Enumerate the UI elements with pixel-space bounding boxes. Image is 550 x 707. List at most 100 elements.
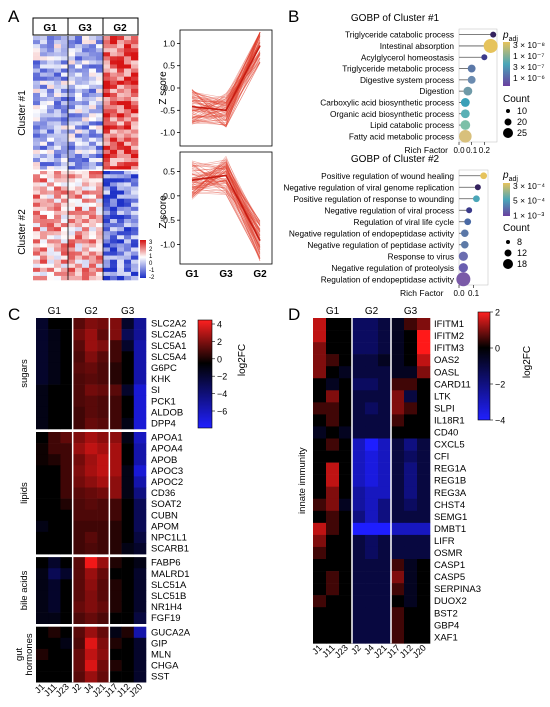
profile-line	[191, 161, 261, 248]
gene-label: LIFR	[434, 536, 455, 547]
heatmap-a-cell	[54, 125, 62, 130]
heatmap-a-cell	[103, 48, 111, 53]
heatmap-a-cell	[54, 275, 62, 281]
heatmap-d-cell	[352, 450, 366, 463]
heatmap-c-cell	[133, 660, 147, 672]
heatmap-a-cell	[61, 117, 69, 122]
heatmap-a-cell	[61, 109, 69, 114]
heatmap-c-cell	[97, 465, 110, 477]
heatmap-a-cell	[75, 72, 83, 77]
heatmap-a-cell	[61, 198, 69, 204]
heatmap-a-cell	[103, 227, 111, 232]
heatmap-d-cell	[391, 402, 405, 415]
heatmap-a-cell	[40, 68, 48, 73]
heatmap-d-cell	[404, 462, 418, 475]
heatmap-a-cell	[33, 97, 41, 102]
heatmap-a-cell	[96, 198, 104, 204]
heatmap-a-cell	[61, 149, 69, 155]
heatmap-a-cell	[131, 194, 139, 199]
heatmap-c-cell	[109, 395, 122, 408]
profile-line	[191, 166, 261, 249]
heatmap-c-cell	[48, 454, 61, 466]
heatmap-d-cell	[326, 474, 340, 487]
heatmap-c-cell	[72, 318, 86, 330]
heatmap-a-cell	[33, 210, 41, 216]
heatmap-a-cell	[103, 76, 111, 82]
heatmap-c-cell	[60, 612, 73, 624]
profile-line	[191, 187, 261, 259]
heatmap-c-cell	[109, 671, 122, 683]
heatmap-a-cell	[103, 97, 111, 102]
heatmap-a-cell	[82, 141, 90, 147]
heatmap-a-cell	[75, 223, 83, 228]
heatmap-a-cell	[110, 97, 118, 102]
heatmap-d-cell	[365, 619, 379, 632]
profile-line	[191, 161, 261, 233]
heatmap-a-cell	[54, 170, 62, 175]
heatmap-a-cell	[33, 56, 41, 61]
heatmap-a-cell	[110, 52, 118, 57]
heatmap-a-cell	[47, 76, 55, 82]
heatmap-a-cell	[75, 194, 83, 199]
heatmap-a-cell	[54, 68, 62, 73]
heatmap-c-cell	[60, 671, 73, 683]
term-label: Negative regulation of viral process	[324, 205, 454, 215]
heatmap-d-cell	[339, 390, 353, 403]
heatmap-a-cell	[33, 227, 41, 232]
heatmap-a-cell	[103, 223, 111, 228]
heatmap-a-cell	[117, 166, 125, 171]
heatmap-a-cell	[61, 97, 69, 102]
heatmap-a-cell	[117, 162, 125, 167]
heatmap-d-cell	[326, 378, 340, 391]
panel-d: IFITM1IFITM2IFITM3OAS2OASLCARD11LTKSLPII…	[297, 306, 505, 660]
profile-line	[191, 33, 261, 102]
profile-line	[191, 32, 261, 104]
heatmap-a-cell	[117, 56, 125, 61]
heatmap-a-cell	[96, 52, 104, 57]
term-dot	[483, 38, 498, 53]
heatmap-c-cell	[36, 660, 49, 672]
x-axis-label: Rich Factor	[400, 288, 444, 298]
heatmap-a-cell	[54, 271, 62, 277]
heatmap-a-cell	[89, 235, 97, 240]
heatmap-a-cell	[68, 72, 76, 77]
heatmap-d-cell	[378, 318, 392, 331]
heatmap-a-cell	[61, 174, 69, 179]
heatmap-a-cell	[117, 105, 125, 110]
heatmap-d-cell	[313, 342, 327, 355]
heatmap-c-cell	[121, 318, 135, 330]
heatmap-d-cell	[326, 522, 340, 536]
heatmap-a-cell	[82, 52, 90, 57]
gene-label: SLC51A	[151, 580, 187, 591]
profile-line	[191, 166, 261, 251]
heatmap-a-cell	[124, 109, 132, 114]
heatmap-d-cell	[417, 486, 431, 500]
heatmap-a-cell	[47, 210, 55, 216]
heatmap-c-cell	[121, 590, 135, 602]
heatmap-c-cell	[48, 318, 61, 330]
lines-cluster2: 0.50.0-0.5-1.0	[160, 151, 273, 265]
heatmap-a-cell	[96, 251, 104, 256]
gene-label: CASP5	[434, 572, 465, 583]
heatmap-a-cell	[89, 166, 97, 171]
heatmap-c-cell	[121, 373, 135, 385]
heatmap-a-cell	[124, 158, 132, 163]
heatmap-d-cell	[352, 546, 366, 560]
heatmap-d-cell	[391, 414, 405, 427]
colorbar-b2	[503, 183, 510, 216]
heatmap-a-cell	[75, 60, 83, 65]
heatmap-c-cell	[48, 543, 61, 555]
heatmap-a-cell	[82, 80, 90, 86]
heatmap-a-cell	[117, 158, 125, 163]
heatmap-a-cell	[117, 117, 125, 122]
heatmap-a-cell	[131, 271, 139, 277]
heatmap-d-cell	[391, 559, 405, 572]
heatmap-a-cell	[96, 137, 104, 143]
heatmap-a-cell	[68, 149, 76, 155]
size-legend-label: 20	[517, 117, 527, 127]
heatmap-a-cell	[68, 227, 76, 232]
colorbar-d-tick-label: 0	[495, 344, 500, 354]
heatmap-a-cell	[75, 44, 83, 49]
heatmap-a-cell	[47, 60, 55, 65]
heatmap-d-cell	[326, 486, 340, 500]
